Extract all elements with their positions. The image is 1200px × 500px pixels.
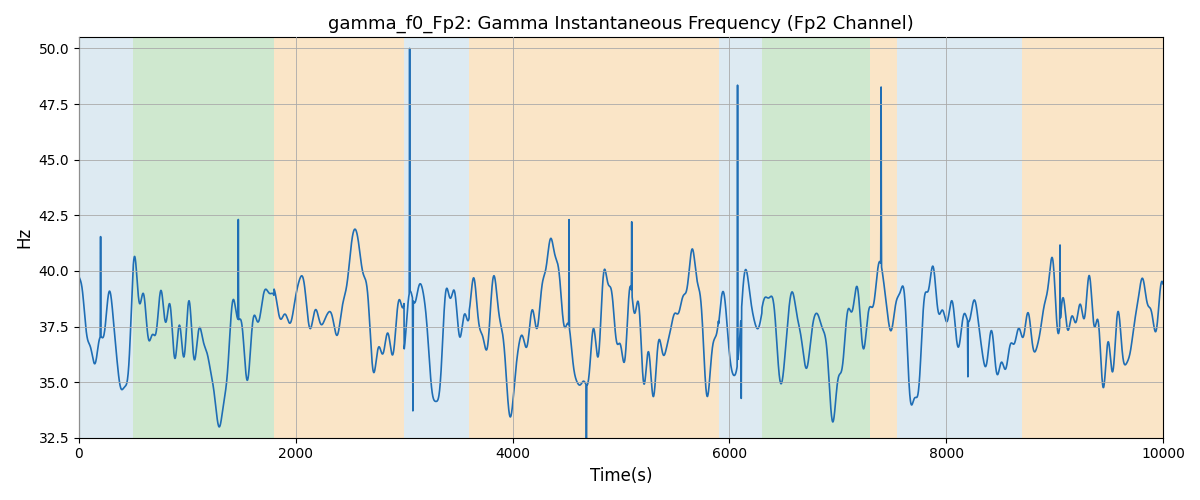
Y-axis label: Hz: Hz xyxy=(14,227,34,248)
Bar xyxy=(404,38,469,438)
Bar xyxy=(898,38,1022,438)
Bar xyxy=(1022,38,1163,438)
Bar xyxy=(762,38,870,438)
Bar xyxy=(870,38,898,438)
Bar xyxy=(719,38,762,438)
Bar xyxy=(133,38,274,438)
Bar xyxy=(469,38,719,438)
Bar xyxy=(79,38,133,438)
Title: gamma_f0_Fp2: Gamma Instantaneous Frequency (Fp2 Channel): gamma_f0_Fp2: Gamma Instantaneous Freque… xyxy=(328,15,914,34)
X-axis label: Time(s): Time(s) xyxy=(589,467,653,485)
Bar xyxy=(274,38,404,438)
